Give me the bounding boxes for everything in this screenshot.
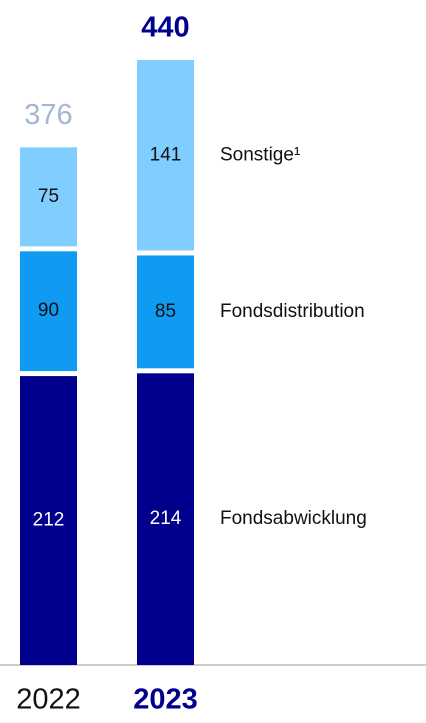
total-label: 440: [141, 12, 189, 44]
value-label: 75: [38, 186, 59, 207]
legend-label: Fondsdistribution: [220, 301, 365, 322]
bar-segment: [137, 373, 194, 665]
x-tick-label: 2023: [133, 684, 198, 716]
bar-segment: [20, 251, 77, 372]
value-label: 85: [155, 301, 176, 322]
total-label: 376: [24, 99, 72, 131]
bar-segment: [137, 255, 194, 369]
value-label: 141: [150, 144, 182, 165]
legend-label: Sonstige¹: [220, 144, 300, 165]
bar-segment: [137, 60, 194, 251]
x-tick-label: 2022: [16, 684, 81, 716]
value-label: 90: [38, 300, 59, 321]
value-label: 214: [150, 508, 182, 529]
legend-label: Fondsabwicklung: [220, 508, 367, 529]
bar-segment: [20, 376, 77, 665]
bar-segment: [20, 147, 77, 247]
value-label: 212: [33, 510, 65, 531]
